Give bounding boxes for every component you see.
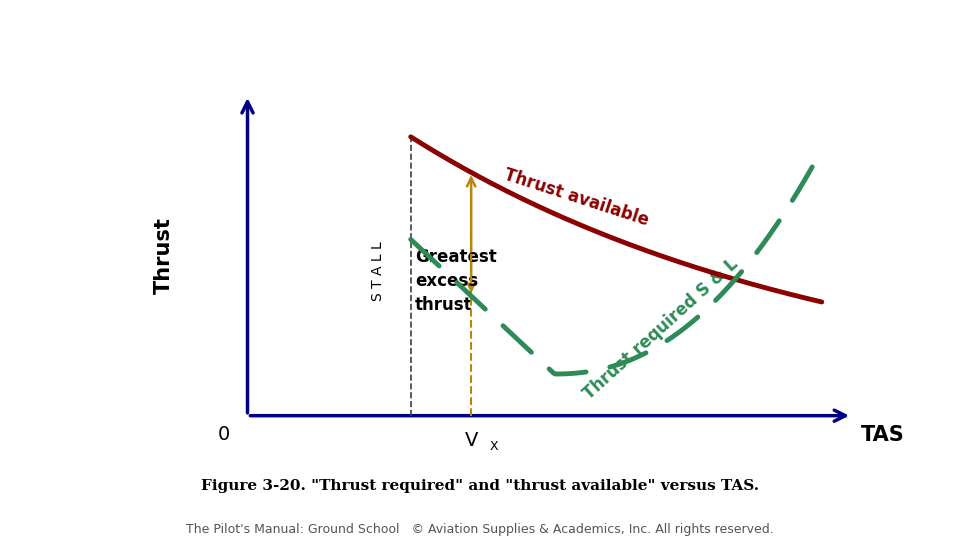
Text: Greatest
excess
thrust: Greatest excess thrust [415,248,496,314]
Text: X: X [491,440,499,453]
Text: V: V [465,431,478,450]
Text: S T A L L: S T A L L [372,241,385,301]
Text: Figure 3-20. "Thrust required" and "thrust available" versus TAS.: Figure 3-20. "Thrust required" and "thru… [201,479,759,493]
Text: The Pilot's Manual: Ground School   © Aviation Supplies & Academics, Inc. All ri: The Pilot's Manual: Ground School © Avia… [186,523,774,536]
Text: Thrust: Thrust [154,217,174,294]
Text: TAS: TAS [861,424,905,444]
Text: Thrust required S & L: Thrust required S & L [580,255,742,403]
Text: Thrust available: Thrust available [501,166,651,230]
Text: 0: 0 [218,424,230,443]
